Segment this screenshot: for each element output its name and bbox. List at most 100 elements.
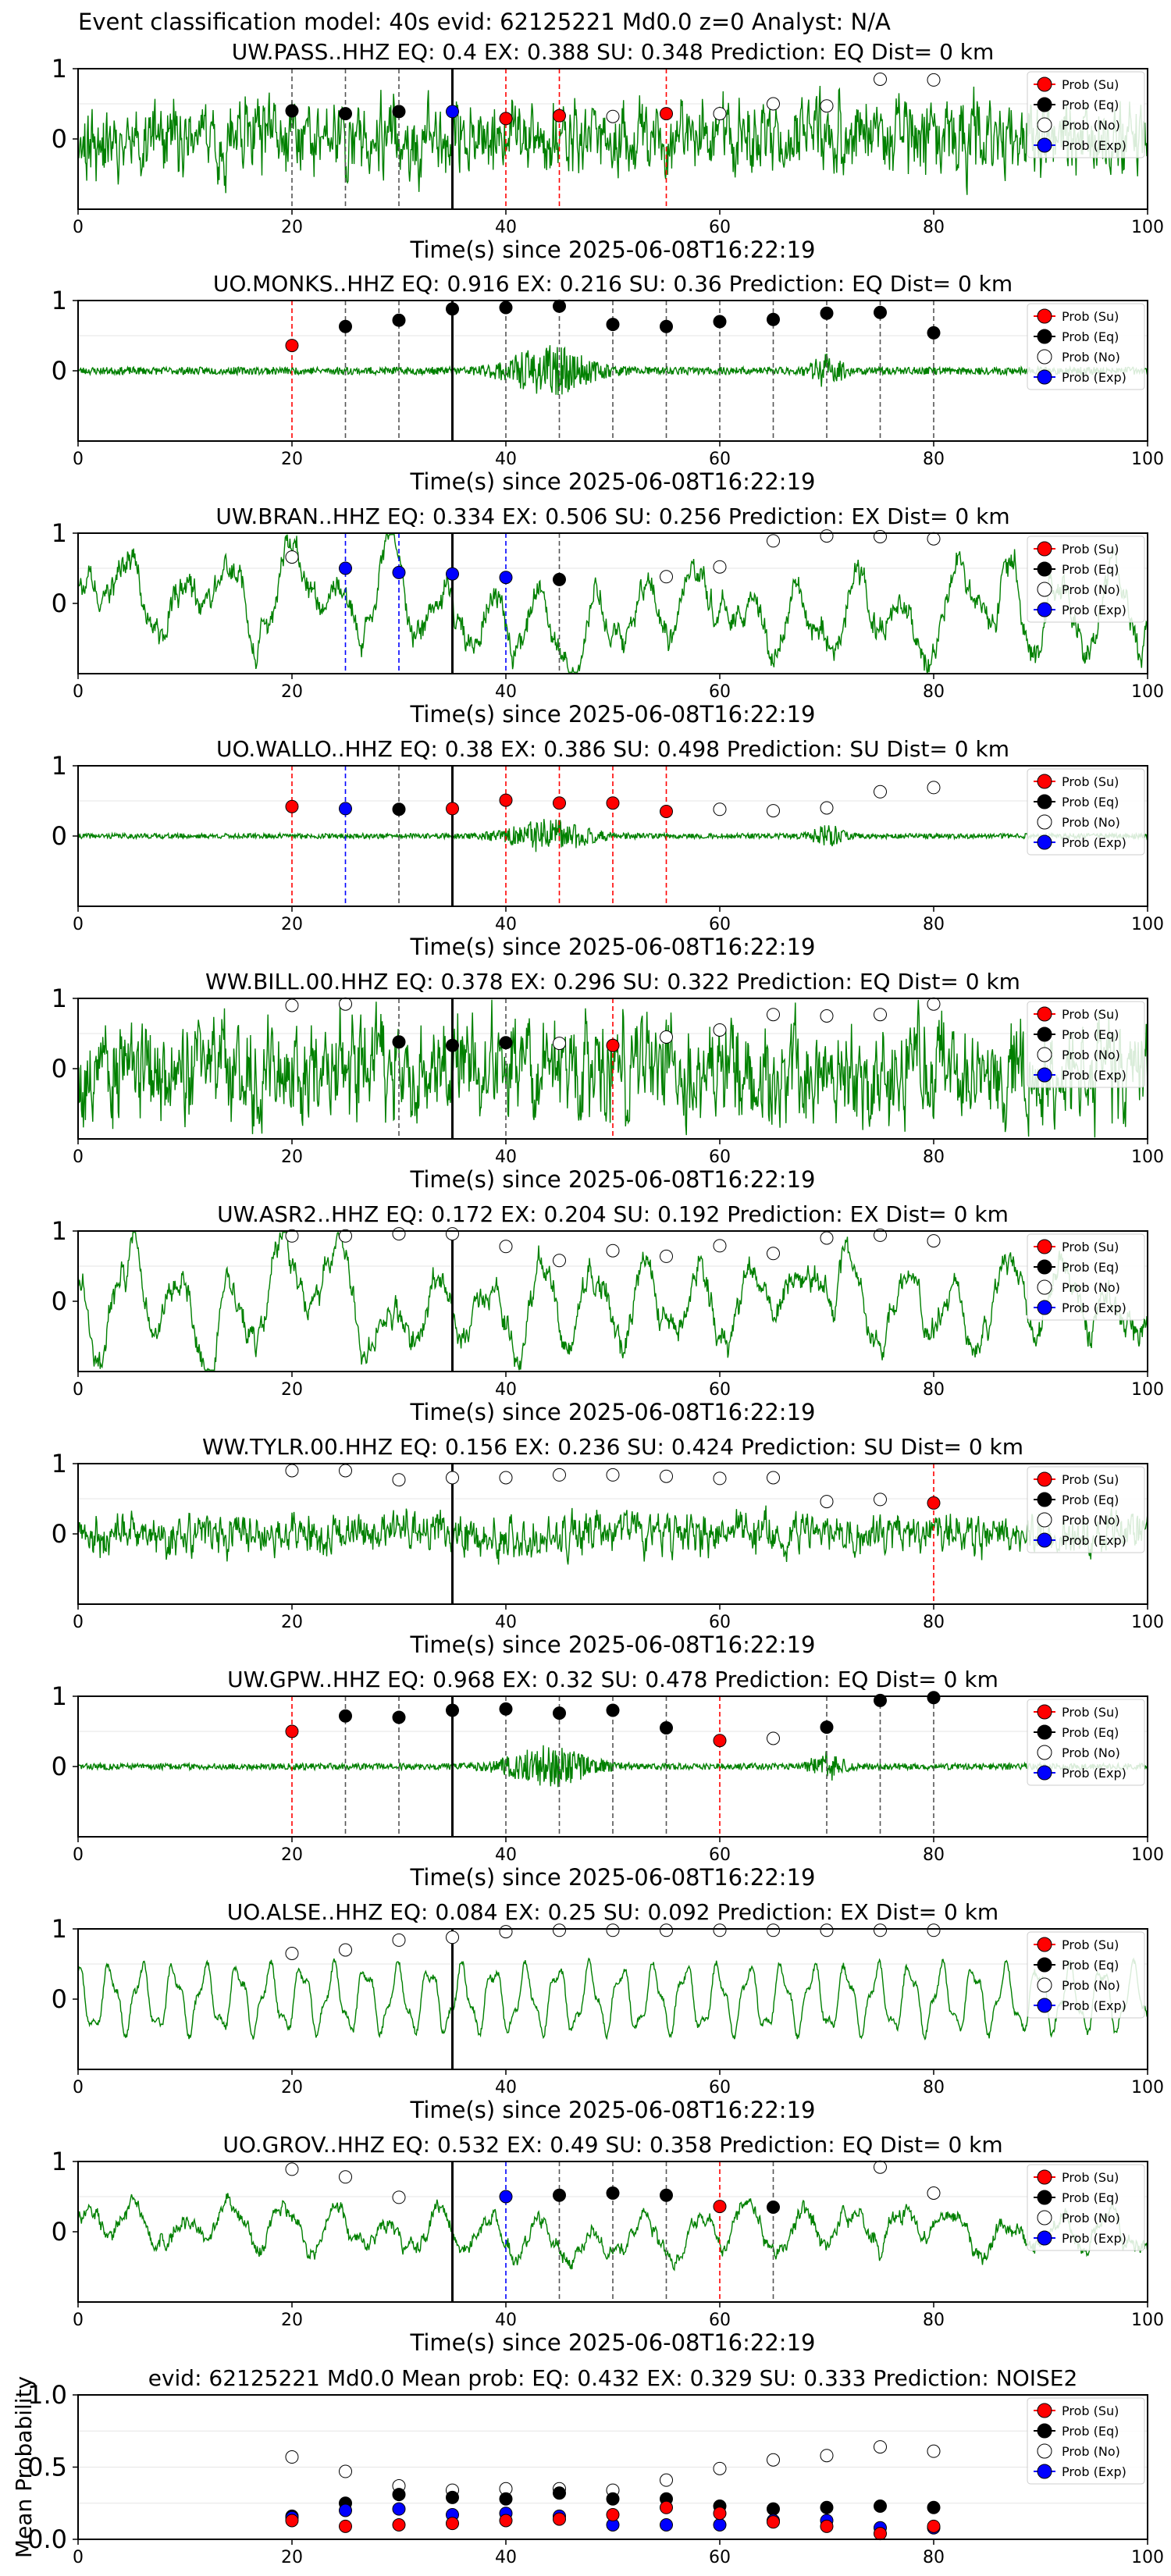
prob-marker-no bbox=[767, 1008, 780, 1022]
legend-marker-no bbox=[1037, 1745, 1052, 1760]
x-axis-label: Time(s) since 2025-06-08T16:22:19 bbox=[410, 1166, 816, 1193]
legend-marker-eq bbox=[1037, 2423, 1052, 2439]
legend-marker-su bbox=[1037, 76, 1052, 92]
legend-box bbox=[1027, 1466, 1145, 1553]
prob-marker-no bbox=[392, 1473, 406, 1487]
x-tick-label: 40 bbox=[495, 1845, 517, 1865]
mean-prob-marker-su bbox=[553, 2512, 566, 2526]
legend-label: Prob (Exp) bbox=[1062, 1998, 1127, 2013]
prob-marker-eq bbox=[660, 2188, 673, 2202]
prob-marker-eq bbox=[660, 1721, 673, 1735]
prob-marker-eq bbox=[874, 305, 887, 319]
prob-marker-exp bbox=[499, 2190, 513, 2204]
prob-marker-eq bbox=[446, 1038, 459, 1052]
prob-marker-no bbox=[820, 1495, 834, 1509]
prob-marker-eq bbox=[874, 1693, 887, 1707]
mean-prob-marker-eq bbox=[553, 2486, 566, 2500]
panel-title: UO.MONKS..HHZ EQ: 0.916 EX: 0.216 SU: 0.… bbox=[213, 271, 1013, 297]
axes-frame bbox=[77, 1463, 1148, 1605]
legend-box bbox=[1027, 768, 1145, 856]
y-tick-label: 1 bbox=[52, 518, 67, 548]
prob-marker-su bbox=[499, 112, 513, 126]
prob-marker-no bbox=[553, 1468, 566, 1482]
legend-label: Prob (Su) bbox=[1062, 1705, 1119, 1720]
prob-marker-su bbox=[499, 793, 513, 807]
x-tick-label: 100 bbox=[1131, 682, 1164, 702]
prob-marker-su bbox=[660, 805, 673, 818]
x-tick-label: 100 bbox=[1131, 2078, 1164, 2097]
y-tick-label: 0 bbox=[52, 2217, 67, 2247]
x-tick-label: 80 bbox=[923, 1380, 945, 1400]
y-tick-label: 0 bbox=[52, 589, 67, 618]
axes-frame bbox=[77, 532, 1148, 674]
prob-marker-no bbox=[874, 1923, 887, 1937]
suptitle: Event classification model: 40s evid: 62… bbox=[78, 9, 891, 35]
x-axis-label: Time(s) since 2025-06-08T16:22:19 bbox=[410, 1631, 816, 1658]
legend-marker-no bbox=[1037, 2443, 1052, 2459]
prob-marker-no bbox=[927, 997, 941, 1011]
panel-6: 0 20 40 60 80 100 0 1 WW.TYLR.00.HHZ EQ: 0.156 E… bbox=[52, 1434, 1164, 1658]
prob-marker-no bbox=[446, 1471, 459, 1485]
legend-box bbox=[1027, 71, 1145, 158]
mean-prob-marker-su bbox=[285, 2514, 299, 2528]
prob-marker-no bbox=[553, 1037, 566, 1051]
mean-prob-marker-su bbox=[713, 2507, 727, 2521]
legend-box bbox=[1027, 1931, 1145, 2019]
x-tick-label: 80 bbox=[923, 915, 945, 934]
x-tick-label: 20 bbox=[281, 1845, 303, 1865]
prob-marker-eq bbox=[553, 299, 566, 313]
prob-marker-no bbox=[392, 2190, 406, 2204]
panel-5: 0 20 40 60 80 100 0 1 UW.ASR2..HHZ EQ: 0.172 EX:… bbox=[52, 1201, 1164, 1425]
legend-label: Prob (Eq) bbox=[1062, 329, 1119, 344]
x-tick-label: 60 bbox=[709, 1613, 731, 1632]
prob-marker-eq bbox=[553, 572, 566, 586]
mean-prob-marker-exp bbox=[392, 2502, 406, 2516]
x-tick-label: 40 bbox=[495, 682, 517, 702]
legend-label: Prob (Exp) bbox=[1062, 138, 1127, 153]
prob-marker-exp bbox=[499, 571, 513, 585]
legend-marker-exp bbox=[1037, 137, 1052, 153]
x-tick-label: 40 bbox=[495, 1147, 517, 1167]
legend-label: Prob (Eq) bbox=[1062, 1493, 1119, 1507]
legend-label: Prob (Eq) bbox=[1062, 1027, 1119, 1042]
y-tick-label: 0.0 bbox=[27, 2524, 67, 2554]
axes-frame bbox=[77, 2161, 1148, 2303]
mean-prob-marker-exp bbox=[713, 2518, 727, 2532]
prob-marker-no bbox=[767, 1471, 780, 1485]
prob-marker-no bbox=[660, 570, 673, 584]
legend-label: Prob (Su) bbox=[1062, 1240, 1119, 1254]
prob-marker-su bbox=[606, 1038, 620, 1052]
legend-label: Prob (Exp) bbox=[1062, 2464, 1127, 2479]
legend-label: Prob (Eq) bbox=[1062, 1958, 1119, 1973]
legend-marker-exp bbox=[1037, 2230, 1052, 2246]
legend-marker-su bbox=[1037, 1006, 1052, 1022]
waveform-trace bbox=[77, 2193, 1148, 2272]
waveform-trace bbox=[77, 533, 1148, 673]
mean-prob-marker-no bbox=[713, 2461, 727, 2475]
prob-marker-no bbox=[285, 1229, 299, 1243]
legend-label: Prob (No) bbox=[1062, 582, 1120, 597]
legend-box bbox=[1027, 303, 1145, 390]
mean-prob-marker-eq bbox=[767, 2502, 780, 2516]
y-tick-label: 1 bbox=[52, 1914, 67, 1944]
x-tick-label: 80 bbox=[923, 1613, 945, 1632]
legend-marker-eq bbox=[1037, 1492, 1052, 1507]
mean-prob-marker-eq bbox=[392, 2488, 406, 2502]
prob-marker-no bbox=[927, 781, 941, 795]
prob-marker-no bbox=[392, 1227, 406, 1241]
panel-10: 0 20 40 60 80 100 0.0 0.5 1.0 evid: 62125221 Md0.… bbox=[11, 2365, 1164, 2567]
prob-marker-no bbox=[660, 1469, 673, 1483]
prob-marker-no bbox=[820, 529, 834, 543]
x-tick-label: 40 bbox=[495, 1613, 517, 1632]
prob-marker-no bbox=[874, 1008, 887, 1022]
legend-marker-no bbox=[1037, 1977, 1052, 1993]
prob-marker-no bbox=[606, 109, 620, 123]
legend-marker-exp bbox=[1037, 1067, 1052, 1083]
legend-marker-su bbox=[1037, 774, 1052, 789]
legend-marker-eq bbox=[1037, 2190, 1052, 2205]
prob-marker-eq bbox=[606, 1703, 620, 1717]
x-tick-label: 40 bbox=[495, 2078, 517, 2097]
prob-marker-eq bbox=[446, 1703, 459, 1717]
prob-marker-no bbox=[927, 2186, 941, 2200]
x-tick-label: 100 bbox=[1131, 1845, 1164, 1865]
